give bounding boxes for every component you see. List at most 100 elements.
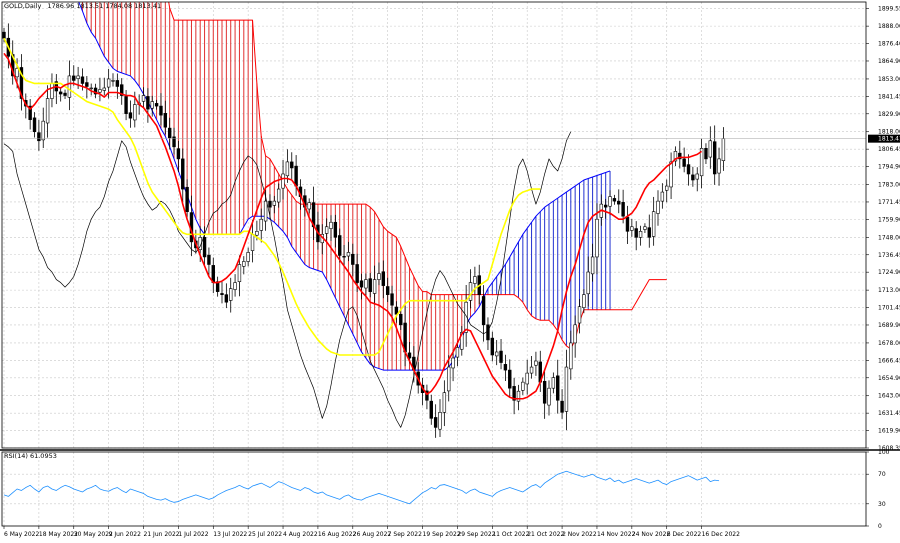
candle-body-up [102, 87, 106, 91]
candle-body-down [185, 186, 189, 212]
price-tick-label: 1876.40 [878, 41, 900, 48]
candle-body-up [464, 301, 468, 333]
candle-body-down [342, 256, 346, 258]
candle-body-up [259, 218, 263, 231]
candle-body-down [220, 293, 224, 295]
candle-body-up [721, 138, 726, 161]
candle-body-down [512, 386, 516, 401]
candle-body-up [665, 185, 669, 191]
date-tick-label: 4 Aug 2022 [283, 531, 318, 538]
candle-body-up [551, 377, 556, 389]
candle-body-down [154, 103, 159, 107]
date-tick-label: 16 Dec 2022 [702, 531, 741, 538]
candle-body-up [285, 161, 290, 177]
date-tick-label: 11 Oct 2022 [492, 531, 529, 538]
candle-body-up [141, 95, 146, 102]
candle-body-down [399, 313, 403, 326]
candle-body-down [80, 76, 85, 84]
candle-body-down [621, 202, 625, 217]
candle-body-up [438, 412, 442, 430]
candle-body-up [377, 273, 381, 280]
price-tick-label: 1771.45 [878, 199, 900, 206]
senkou-span-a-line [168, 2, 667, 350]
candle-body-down [394, 306, 399, 315]
candle-body-down [542, 380, 547, 404]
date-tick-label: 24 Nov 2022 [632, 531, 671, 538]
candle-body-up [521, 381, 525, 391]
candle-body-up [50, 83, 54, 99]
candle-body-down [429, 400, 433, 419]
candle-body-down [359, 280, 364, 288]
candle-body-down [390, 293, 394, 306]
candle-body-down [181, 158, 185, 190]
price-tick-label: 1643.00 [878, 393, 900, 400]
candle-body-down [290, 161, 294, 169]
price-tick-label: 1608.35 [878, 445, 900, 452]
candle-body-down [560, 400, 564, 413]
date-tick-label: 29 Sep 2022 [457, 531, 495, 538]
price-tick-label: 1689.90 [878, 322, 900, 329]
candle-body-down [682, 158, 686, 167]
rsi-tick-label: 70 [878, 471, 886, 478]
candle-body-down [176, 148, 181, 160]
rsi-line [3, 470, 720, 505]
candle-body-down [433, 417, 438, 428]
candle-body-up [346, 252, 351, 257]
last-price-label: 1813.41 [878, 136, 900, 143]
candle-body-up [455, 347, 460, 358]
candle-body-up [233, 282, 237, 290]
candle-body-down [704, 148, 708, 160]
date-tick-label: 30 May 2022 [74, 531, 113, 538]
rsi-panel-frame [1, 451, 867, 527]
axes: 1899.55 1888.00 1876.40 1864.90 1853.00 1841.… [3, 6, 900, 538]
candle-body-up [651, 211, 656, 237]
tenkan-sen-line [3, 52, 703, 400]
candle-body-down [120, 84, 124, 96]
candle-body-down [617, 200, 621, 205]
candle-body-up [272, 200, 277, 206]
candle-body-up [45, 98, 50, 124]
candle-body-up [281, 173, 285, 189]
senkou-span-b-line [78, 2, 611, 371]
candle-body-up [442, 392, 447, 413]
price-tick-label: 1701.45 [878, 305, 900, 312]
chart-frame [0, 1, 900, 527]
price-tick-label: 1783.00 [878, 182, 900, 189]
candle-body-up [695, 173, 699, 180]
rsi-header: RSI(14) 61.0953 [4, 452, 57, 460]
candle-body-up [460, 332, 464, 350]
candle-body-down [294, 165, 298, 187]
candle-body-up [608, 196, 612, 207]
candle-body-up [643, 226, 647, 230]
candle-body-down [385, 286, 390, 295]
candle-body-up [364, 279, 368, 289]
ichimoku-cloud [78, 2, 667, 371]
candle-body-up [582, 294, 586, 308]
date-tick-label: 13 Jul 2022 [213, 531, 247, 538]
price-tick-label: 1853.00 [878, 76, 900, 83]
date-tick-label: 9 Jun 2022 [109, 531, 141, 538]
price-tick-label: 1736.45 [878, 252, 900, 259]
candle-body-up [76, 75, 80, 79]
candle-body-down [647, 227, 651, 238]
candle-body-up [263, 200, 268, 222]
candle-body-up [673, 151, 678, 162]
candle-body-up [246, 252, 250, 262]
candle-body-down [32, 117, 37, 133]
candle-body-down [333, 221, 338, 238]
candle-body-up [307, 202, 311, 210]
date-tick-label: 2 Nov 2022 [562, 531, 597, 538]
candle-body-down [508, 369, 512, 389]
date-tick-label: 1 Jul 2022 [178, 531, 208, 538]
date-tick-label: 16 Aug 2022 [318, 531, 357, 538]
candle-body-up [534, 360, 538, 366]
candle-body-up [547, 387, 551, 406]
candle-body-up [516, 390, 521, 402]
candle-body-up [106, 78, 111, 88]
candle-body-up [577, 306, 582, 324]
candle-body-up [638, 230, 643, 238]
candle-body-down [556, 375, 560, 401]
symbol-label: GOLD,Daily [4, 2, 41, 10]
